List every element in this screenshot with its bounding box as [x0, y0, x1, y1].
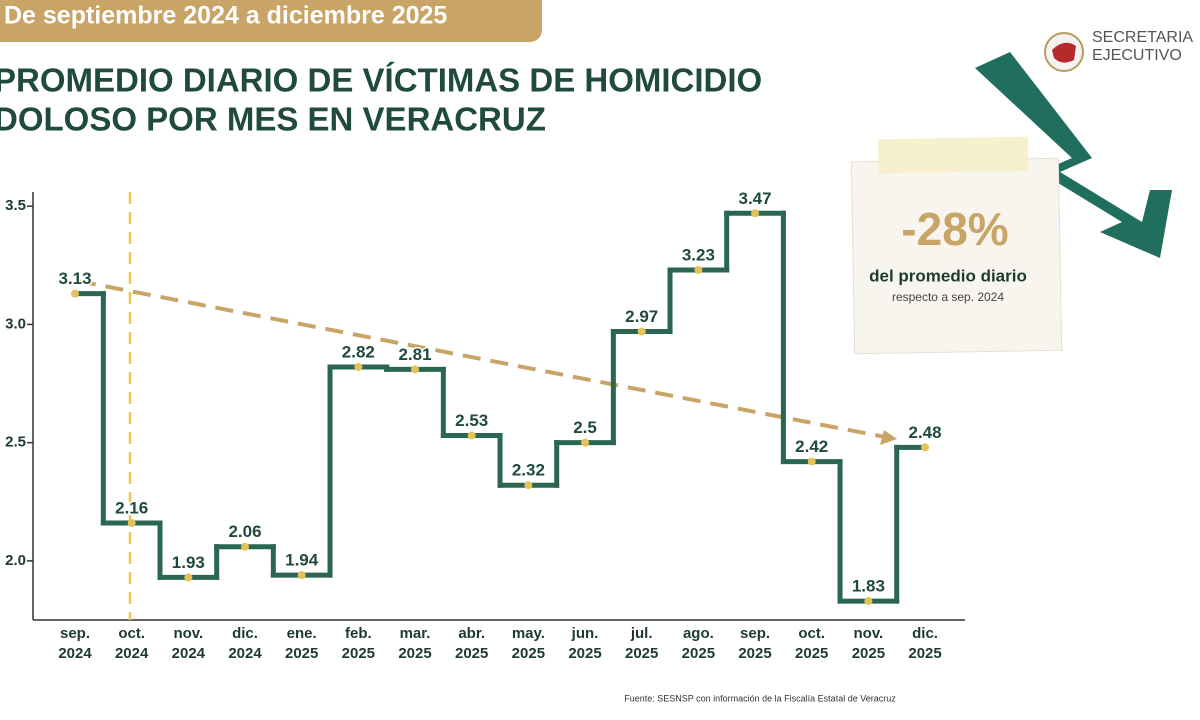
- x-tick-label: nov. 2025: [851, 625, 886, 662]
- annotation-text: del promedio diario: [869, 266, 1027, 285]
- x-tick-label: may. 2025: [511, 625, 546, 662]
- value-label: 3.47: [738, 189, 771, 208]
- annotation-card: [850, 136, 1063, 355]
- point: [524, 481, 533, 490]
- value-label: 1.83: [852, 577, 885, 596]
- value-label: 1.93: [172, 553, 205, 572]
- point: [807, 457, 816, 466]
- x-tick-label: ago. 2025: [681, 625, 716, 662]
- x-tick-label: oct. 2025: [795, 625, 829, 662]
- annotation-note: respecto a sep. 2024: [892, 290, 1004, 304]
- point: [184, 573, 193, 582]
- x-tick-label: jun. 2025: [568, 625, 602, 662]
- x-tick-label: ene. 2025: [284, 625, 319, 662]
- value-label: 2.32: [512, 461, 545, 480]
- y-tick-label: 3.0: [5, 315, 26, 332]
- value-label: 1.94: [285, 551, 319, 570]
- value-label: 2.53: [455, 411, 488, 430]
- logo-text: SECRETARIA: [1092, 29, 1193, 46]
- value-label: 2.97: [625, 307, 658, 326]
- x-tick-label: mar. 2025: [398, 625, 432, 662]
- x-tick-label: dic. 2025: [908, 625, 942, 662]
- x-tick-label: dic. 2024: [228, 625, 262, 662]
- source: Fuente: SESNSP con información de la Fis…: [624, 693, 896, 703]
- logo-icon: [1052, 42, 1076, 63]
- point: [127, 519, 136, 528]
- x-tick-label: oct. 2024: [114, 625, 149, 662]
- card: [850, 157, 1063, 355]
- x-tick-label: jul. 2025: [625, 625, 659, 662]
- tape: [877, 136, 1029, 174]
- value-label: 2.06: [228, 522, 261, 541]
- value-label: 3.13: [58, 269, 91, 288]
- point: [637, 327, 646, 336]
- banner: De septiembre 2024 a diciembre 2025: [4, 2, 447, 30]
- point: [354, 362, 363, 371]
- point: [751, 209, 760, 218]
- y-tick-label: 3.5: [5, 197, 26, 214]
- value-label: 2.16: [115, 499, 148, 518]
- value-label: 3.23: [682, 246, 715, 265]
- trend-line: [77, 279, 886, 439]
- point: [297, 571, 306, 580]
- x-tick-label: abr. 2025: [455, 625, 489, 662]
- y-tick-label: 2.0: [5, 552, 26, 569]
- x-tick-label: sep. 2024: [58, 625, 92, 662]
- x-tick-label: nov. 2024: [171, 625, 206, 662]
- point: [921, 443, 930, 452]
- x-tick-label: sep. 2025: [738, 625, 772, 662]
- trend-arrow-icon: [975, 52, 1172, 258]
- point: [864, 597, 873, 606]
- logo-text: EJECUTIVO: [1092, 47, 1182, 64]
- point: [411, 365, 420, 374]
- value-label: 2.48: [909, 423, 942, 442]
- x-tick-label: feb. 2025: [341, 625, 376, 662]
- point: [71, 289, 79, 298]
- value-label: 2.82: [342, 342, 375, 361]
- trend-arrowhead: [880, 430, 897, 445]
- banner-bg: [0, 0, 542, 42]
- value-label: 2.5: [573, 418, 597, 437]
- y-tick-label: 2.5: [5, 434, 26, 451]
- point: [581, 438, 590, 447]
- annotation-value: -28%: [901, 203, 1008, 255]
- chart-title: PROMEDIO DIARIO DE VÍCTIMAS DE HOMICIDIO: [0, 62, 762, 99]
- value-label: 2.81: [398, 345, 431, 364]
- chart-title: DOLOSO POR MES EN VERACRUZ: [0, 101, 546, 138]
- value-label: 2.42: [795, 437, 828, 456]
- point: [467, 431, 476, 440]
- point: [694, 266, 703, 275]
- point: [241, 542, 250, 551]
